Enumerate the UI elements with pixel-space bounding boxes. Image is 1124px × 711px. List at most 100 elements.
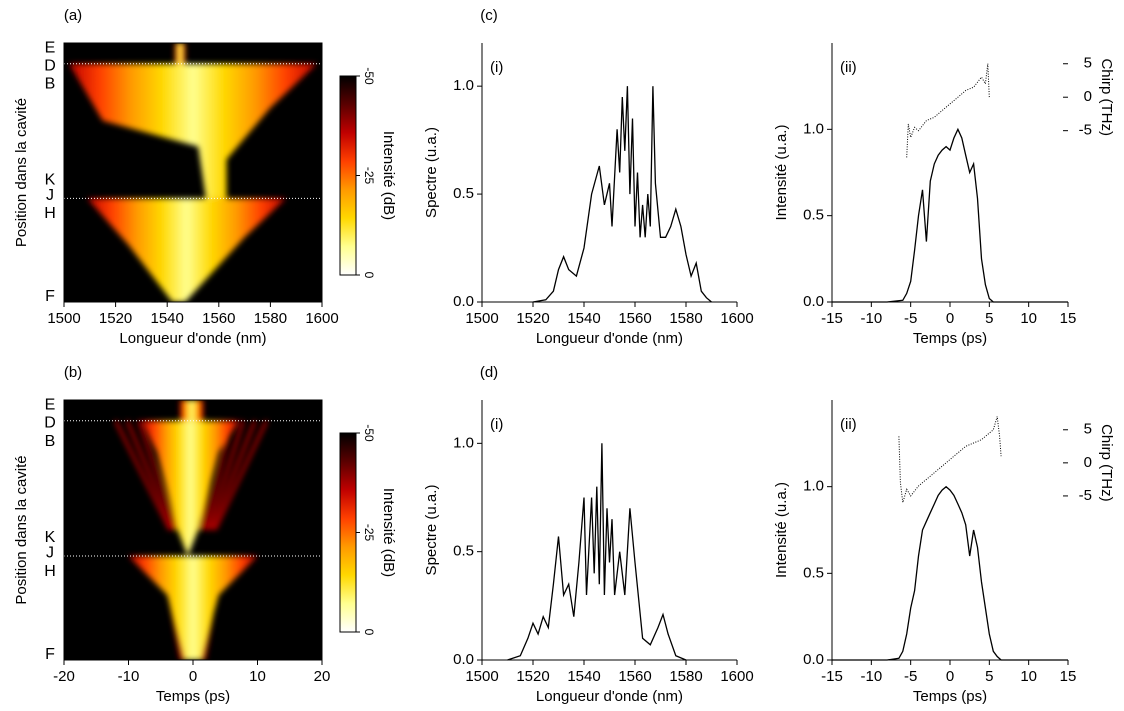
fringe [213, 420, 268, 531]
axes [831, 43, 1068, 303]
x-tick-label: 15 [1060, 310, 1077, 327]
x-tick-label: 1600 [305, 310, 338, 327]
x-tick-label: 1500 [465, 310, 498, 327]
x-tick-label: 1540 [151, 310, 184, 327]
heatmap-image [114, 400, 268, 660]
x-tick-label: 5 [985, 310, 993, 327]
y-axis-title: Spectre (u.a.) [423, 127, 440, 218]
y-tick-label: 0.0 [803, 651, 824, 668]
x-axis-title: Longueur d'onde (nm) [536, 688, 683, 705]
colorbar-tick-label: 0 [362, 629, 376, 636]
heatmap-region [180, 400, 204, 421]
heatmap-region [69, 63, 317, 199]
y-label: E [45, 39, 56, 56]
colorbar-title: Intensité (dB) [380, 131, 397, 220]
x-tick-label: 1540 [567, 668, 600, 685]
panel-label: (b) [64, 364, 82, 381]
heatmap-region [174, 43, 186, 64]
axes [481, 400, 737, 661]
x-tick-label: 10 [1020, 668, 1037, 685]
x-tick-label: 1540 [567, 310, 600, 327]
x-tick-label: -10 [860, 668, 882, 685]
colorbar-tick-label: -50 [362, 424, 376, 442]
panel-label: (c) [480, 7, 498, 24]
colorbar-tick-label: -50 [362, 67, 376, 85]
x-tick-label: 1580 [669, 310, 702, 327]
x-tick-label: 0 [946, 668, 954, 685]
x-tick-label: 0 [189, 668, 197, 685]
x-tick-label: -5 [904, 668, 917, 685]
y-axis-title: Spectre (u.a.) [423, 485, 440, 576]
heatmap-image [69, 43, 317, 302]
y-label: B [45, 433, 56, 450]
y-tick-label: 1.0 [453, 77, 474, 94]
x-tick-label: 10 [1020, 310, 1037, 327]
x-tick-label: -15 [821, 310, 843, 327]
colorbar-title: Intensité (dB) [380, 488, 397, 577]
y-tick-label: 0.0 [453, 293, 474, 310]
heatmap-region [141, 420, 240, 556]
x-axis-title: Longueur d'onde (nm) [536, 330, 683, 347]
y2-axis-title: Chirp (THz) [1098, 424, 1115, 502]
fringe [125, 420, 175, 531]
y2-tick-label: 5 [1084, 55, 1092, 72]
x-axis-title: Temps (ps) [156, 688, 230, 705]
y-axis-title: Position dans la cavité [13, 455, 30, 604]
y2-tick-label: 0 [1084, 454, 1092, 471]
colorbar-tick-label: -25 [362, 524, 376, 542]
x-tick-label: 1520 [99, 310, 132, 327]
x-tick-label: -5 [904, 310, 917, 327]
x-tick-label: 20 [314, 668, 331, 685]
plot-frame [63, 42, 323, 303]
y-tick-label: 0.5 [453, 543, 474, 560]
x-tick-label: 10 [249, 668, 266, 685]
y-label: D [44, 58, 56, 75]
x-axis-title: Temps (ps) [913, 688, 987, 705]
y-label: F [45, 646, 55, 663]
x-tick-label: 1500 [465, 668, 498, 685]
y2-tick-label: 5 [1084, 421, 1092, 438]
fringe [206, 420, 245, 531]
series-line [832, 127, 1068, 303]
y-label: J [46, 187, 54, 204]
series-line [898, 416, 1002, 503]
panel-label: (d) [480, 364, 498, 381]
y-label: K [45, 171, 56, 188]
y-tick-label: 0.5 [803, 207, 824, 224]
fringe [114, 420, 172, 531]
y-label: H [44, 563, 56, 580]
series-line [832, 485, 1068, 661]
colorbar [339, 75, 357, 276]
y-tick-label: 0.0 [803, 293, 824, 310]
y-tick-label: 1.0 [803, 120, 824, 137]
y-tick-label: 1.0 [453, 434, 474, 451]
y2-tick-label: -5 [1079, 487, 1092, 504]
y-axis-title: Position dans la cavité [13, 98, 30, 247]
x-tick-label: 1520 [516, 668, 549, 685]
y-tick-label: 0.0 [453, 651, 474, 668]
x-tick-label: -20 [53, 668, 75, 685]
heatmap-region [87, 198, 286, 302]
annotation: (ii) [840, 59, 857, 76]
y-tick-label: 0.5 [453, 185, 474, 202]
x-tick-label: 1560 [202, 310, 235, 327]
y-label: J [46, 545, 54, 562]
axes [481, 43, 737, 303]
y-label: D [44, 415, 56, 432]
x-tick-label: -10 [118, 668, 140, 685]
x-tick-label: 1560 [618, 668, 651, 685]
y-label: K [45, 529, 56, 546]
fringe [210, 420, 257, 531]
y2-tick-label: -5 [1079, 122, 1092, 139]
annotation: (i) [490, 416, 503, 433]
x-tick-label: 15 [1060, 668, 1077, 685]
x-tick-label: -15 [821, 668, 843, 685]
colorbar-tick-label: -25 [362, 167, 376, 185]
x-tick-label: 0 [946, 310, 954, 327]
colorbar [339, 432, 357, 633]
annotation: (i) [490, 59, 503, 76]
fringe [137, 420, 179, 531]
y2-axis-title: Chirp (THz) [1098, 58, 1115, 136]
x-tick-label: 1500 [47, 310, 80, 327]
